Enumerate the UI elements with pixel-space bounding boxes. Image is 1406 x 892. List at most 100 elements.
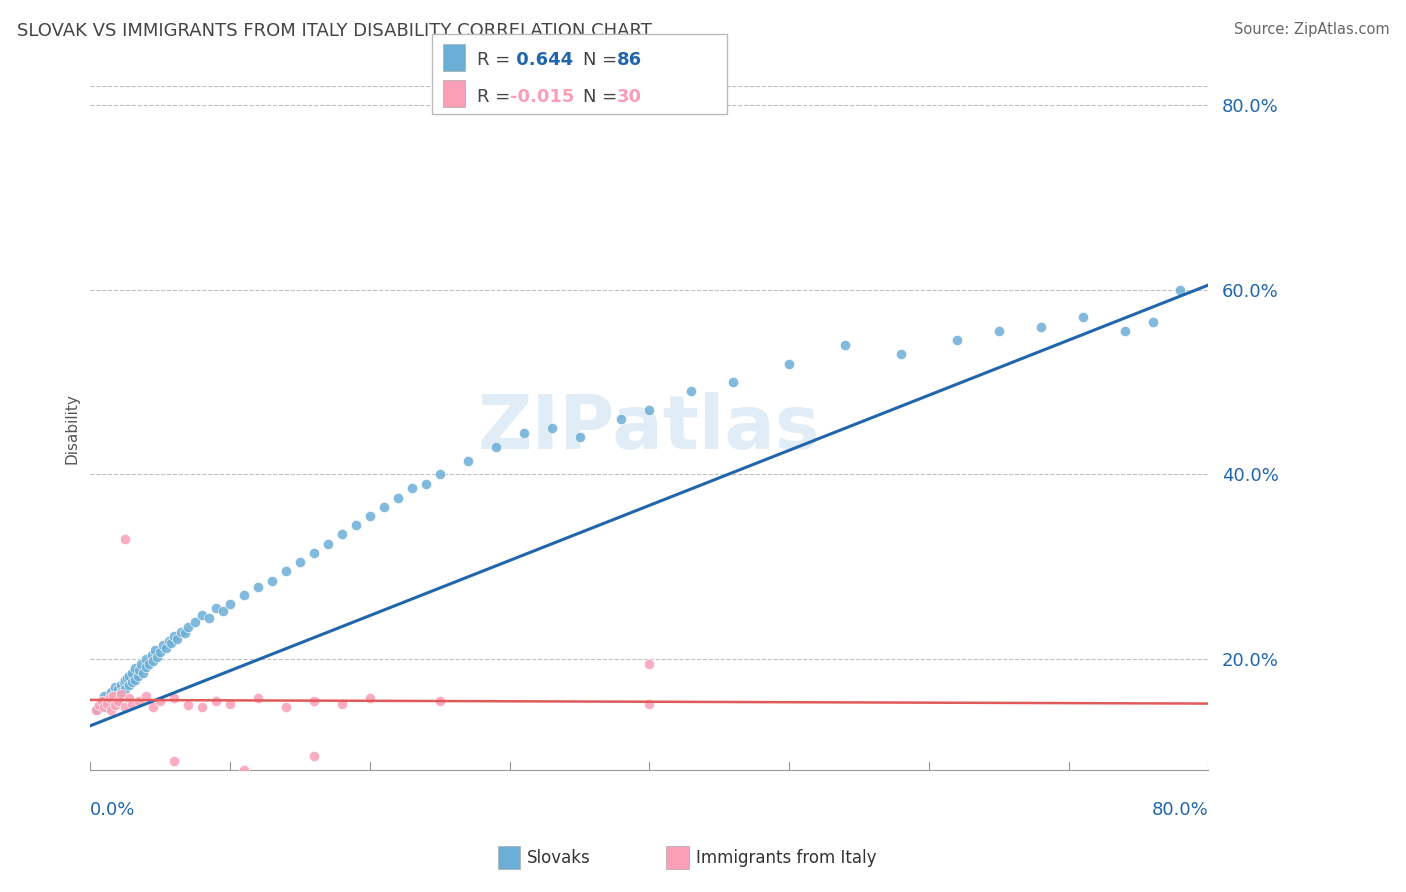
Point xyxy=(834,338,856,352)
Point xyxy=(247,691,270,706)
Point xyxy=(233,763,256,777)
Point xyxy=(429,694,451,708)
Point xyxy=(100,691,122,706)
Point xyxy=(118,669,141,683)
Point xyxy=(86,703,108,717)
Text: N =: N = xyxy=(583,87,623,105)
Point xyxy=(681,384,703,399)
Point xyxy=(987,324,1010,338)
Point xyxy=(112,675,135,690)
Point xyxy=(142,700,165,714)
Point xyxy=(146,650,169,665)
Point xyxy=(114,673,136,687)
Point xyxy=(114,532,136,546)
Point xyxy=(890,347,912,361)
Text: 80.0%: 80.0% xyxy=(1152,801,1208,819)
Point xyxy=(100,684,122,698)
Point xyxy=(87,698,110,713)
Point xyxy=(638,402,661,417)
Point xyxy=(1142,315,1164,329)
Point xyxy=(93,700,115,714)
Point xyxy=(149,645,172,659)
Point xyxy=(359,691,381,706)
Point xyxy=(135,689,157,703)
Y-axis label: Disability: Disability xyxy=(65,392,79,464)
Text: 0.644: 0.644 xyxy=(510,52,574,70)
Point xyxy=(155,641,177,656)
Point xyxy=(114,681,136,696)
Point xyxy=(568,430,591,444)
Point xyxy=(127,669,149,683)
Text: R =: R = xyxy=(477,52,516,70)
Point xyxy=(93,689,115,703)
Point xyxy=(429,467,451,482)
Point xyxy=(247,580,270,594)
Point xyxy=(104,698,127,713)
Point xyxy=(110,684,132,698)
Point xyxy=(160,635,183,649)
Point xyxy=(163,754,186,768)
Point xyxy=(198,610,221,624)
Point xyxy=(302,749,325,764)
Text: N =: N = xyxy=(583,52,623,70)
Point xyxy=(104,687,127,701)
Point xyxy=(90,698,112,713)
Point xyxy=(260,574,283,588)
Point xyxy=(638,657,661,671)
Point xyxy=(101,689,124,703)
Point xyxy=(1029,319,1052,334)
Point xyxy=(288,555,311,569)
Point xyxy=(98,697,121,711)
Point xyxy=(177,620,200,634)
Point xyxy=(177,698,200,713)
Text: ZIPatlas: ZIPatlas xyxy=(478,392,821,465)
Point xyxy=(107,694,129,708)
Point xyxy=(302,694,325,708)
Point xyxy=(191,700,214,714)
Point xyxy=(485,440,508,454)
Point xyxy=(157,633,180,648)
Point xyxy=(457,453,479,467)
Text: 86: 86 xyxy=(617,52,643,70)
Point xyxy=(184,615,207,630)
Point xyxy=(387,491,409,505)
Point xyxy=(98,691,121,706)
Point xyxy=(128,694,150,708)
Text: Source: ZipAtlas.com: Source: ZipAtlas.com xyxy=(1233,22,1389,37)
Point xyxy=(118,691,141,706)
Text: Slovaks: Slovaks xyxy=(527,849,591,867)
Point xyxy=(110,687,132,701)
Text: Immigrants from Italy: Immigrants from Italy xyxy=(696,849,876,867)
Point xyxy=(141,648,163,662)
Point xyxy=(373,500,395,514)
Point xyxy=(723,375,745,389)
Point xyxy=(118,678,141,692)
Point xyxy=(1114,324,1136,338)
Point xyxy=(401,481,423,495)
Point xyxy=(540,421,562,435)
Point xyxy=(610,412,633,426)
Point xyxy=(96,700,118,714)
Point xyxy=(163,691,186,706)
Point xyxy=(205,694,228,708)
Point xyxy=(274,700,297,714)
Point xyxy=(274,565,297,579)
Point xyxy=(124,673,146,687)
Point xyxy=(166,632,188,646)
Point xyxy=(316,537,339,551)
Point xyxy=(1071,310,1094,325)
Point xyxy=(115,671,138,685)
Point xyxy=(101,694,124,708)
Point xyxy=(946,334,969,348)
Point xyxy=(638,697,661,711)
Point xyxy=(233,588,256,602)
Text: 0.0%: 0.0% xyxy=(90,801,136,819)
Text: R =: R = xyxy=(477,87,516,105)
Point xyxy=(205,601,228,615)
Point xyxy=(219,597,242,611)
Point xyxy=(219,697,242,711)
Point xyxy=(104,680,127,694)
Point xyxy=(96,697,118,711)
Point xyxy=(170,624,193,639)
Point xyxy=(212,604,235,618)
